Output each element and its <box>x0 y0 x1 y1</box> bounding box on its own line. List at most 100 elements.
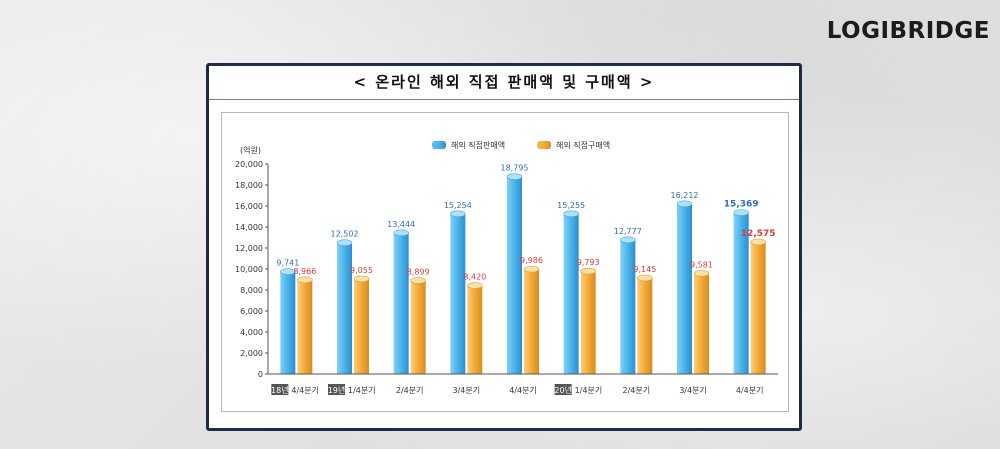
data-label: 9,145 <box>633 265 656 274</box>
bar-cap <box>410 277 426 284</box>
bar <box>733 212 749 374</box>
y-tick-label: 0 <box>258 370 263 379</box>
bar-cap <box>676 200 693 208</box>
bar <box>580 271 596 374</box>
bar-cap <box>750 238 766 246</box>
bar-cap <box>620 236 636 244</box>
data-label: 15,369 <box>724 200 759 210</box>
x-category: 4/4분기 <box>509 386 537 395</box>
x-tick-label: 4/4분기 <box>509 386 537 395</box>
bar <box>637 277 653 374</box>
bar <box>450 213 466 374</box>
bar-cap <box>450 210 466 218</box>
bar <box>694 273 709 374</box>
data-label: 12,502 <box>331 230 359 239</box>
bar <box>677 203 692 374</box>
data-label: 16,212 <box>671 191 699 200</box>
y-tick-label: 6,000 <box>240 307 263 316</box>
y-tick-label: 4,000 <box>240 328 263 337</box>
bar-cap <box>336 239 353 247</box>
bar-cap <box>297 276 313 284</box>
bar <box>393 232 409 374</box>
title-divider <box>209 99 799 100</box>
data-label: 9,055 <box>350 266 373 275</box>
x-category: 20년 1/4분기 <box>554 384 602 395</box>
legend-item: 해외 직접구매액 <box>537 140 610 150</box>
x-tick-label: 1/4분기 <box>348 386 376 395</box>
bar-cap <box>280 268 296 276</box>
data-label: 15,255 <box>557 201 585 210</box>
bar-cap <box>693 270 710 277</box>
data-label: 9,986 <box>520 256 543 265</box>
year-badge <box>554 384 572 395</box>
y-tick-label: 14,000 <box>235 223 263 232</box>
data-label: 12,575 <box>741 229 776 239</box>
y-tick-label: 20,000 <box>235 160 263 169</box>
legend: 해외 직접판매액 해외 직접구매액 <box>432 140 610 150</box>
bar <box>563 213 579 374</box>
bar <box>410 280 426 374</box>
y-tick-label: 16,000 <box>235 202 263 211</box>
data-label: 9,741 <box>276 259 299 268</box>
bar <box>297 279 313 374</box>
year-label: 20년 <box>554 385 572 395</box>
bar <box>337 242 352 374</box>
bar-cap <box>467 282 483 289</box>
year-label: 18년 <box>271 385 289 395</box>
data-label: 15,254 <box>444 201 472 210</box>
data-label: 18,795 <box>501 164 529 173</box>
y-tick-label: 18,000 <box>235 181 263 190</box>
x-category: 2/4분기 <box>396 386 424 395</box>
year-badge <box>328 384 345 395</box>
x-axis: 18년 4/4분기 19년 1/4분기 2/4분기 3/4분기 4/4분기 20년 1/4분기 2… <box>268 373 778 395</box>
legend-item: 해외 직접판매액 <box>432 140 505 150</box>
bar-cap <box>733 209 749 216</box>
bar <box>750 241 766 374</box>
chart-area: 해외 직접판매액 해외 직접구매액 (억원) 0 2,000 4,000 6,000 8,0… <box>221 112 789 412</box>
bar-cap <box>393 229 409 237</box>
bar-cap <box>353 275 370 283</box>
bar-chart-svg: 해외 직접판매액 해외 직접구매액 (억원) 0 2,000 4,000 6,000 8,0… <box>235 140 778 395</box>
x-tick-label: 4/4분기 <box>291 386 319 395</box>
bar-cap <box>506 173 523 180</box>
bar-cap <box>563 210 579 218</box>
bar-cap <box>523 265 540 273</box>
y-tick-label: 10,000 <box>235 265 263 274</box>
x-tick-label: 1/4분기 <box>575 386 603 395</box>
year-badge <box>271 384 289 395</box>
chart-title: < 온라인 해외 직접 판매액 및 구매액 > <box>353 73 655 91</box>
data-label: 8,420 <box>463 273 486 282</box>
x-tick-label: 2/4분기 <box>396 386 424 395</box>
bar <box>354 278 369 374</box>
x-tick-label: 3/4분기 <box>453 386 481 395</box>
data-label: 13,444 <box>387 220 415 229</box>
data-label: 12,777 <box>614 227 642 236</box>
y-tick-label: 12,000 <box>235 244 263 253</box>
chart-panel: < 온라인 해외 직접 판매액 및 구매액 > 해외 직접판매액 해외 직접구매액… <box>206 63 802 431</box>
legend-swatch-cap <box>432 141 438 149</box>
x-category: 19년 1/4분기 <box>328 384 376 395</box>
y-tick-label: 8,000 <box>240 286 263 295</box>
bar-cap <box>580 267 596 275</box>
year-label: 19년 <box>328 385 346 395</box>
y-axis: (억원) 0 2,000 4,000 6,000 8,000 10,000 12,000 14,… <box>235 145 269 379</box>
legend-label: 해외 직접판매액 <box>451 140 505 150</box>
y-axis-title: (억원) <box>240 145 261 155</box>
data-label: 9,581 <box>690 260 713 269</box>
x-category: 2/4분기 <box>623 386 651 395</box>
x-tick-label: 4/4분기 <box>736 386 764 395</box>
x-tick-label: 3/4분기 <box>679 386 707 395</box>
legend-swatch-cap <box>537 141 543 149</box>
data-label: 8,966 <box>293 267 316 276</box>
data-label: 9,793 <box>577 258 600 267</box>
data-label: 8,899 <box>407 268 430 277</box>
bar <box>507 176 522 374</box>
x-category: 3/4분기 <box>453 386 481 395</box>
x-tick-label: 2/4분기 <box>623 386 651 395</box>
x-category: 18년 4/4분기 <box>271 384 319 395</box>
bar <box>467 285 483 374</box>
legend-label: 해외 직접구매액 <box>556 140 610 150</box>
bar <box>620 239 636 374</box>
brand-logo: LOGIBRIDGE <box>826 18 990 44</box>
